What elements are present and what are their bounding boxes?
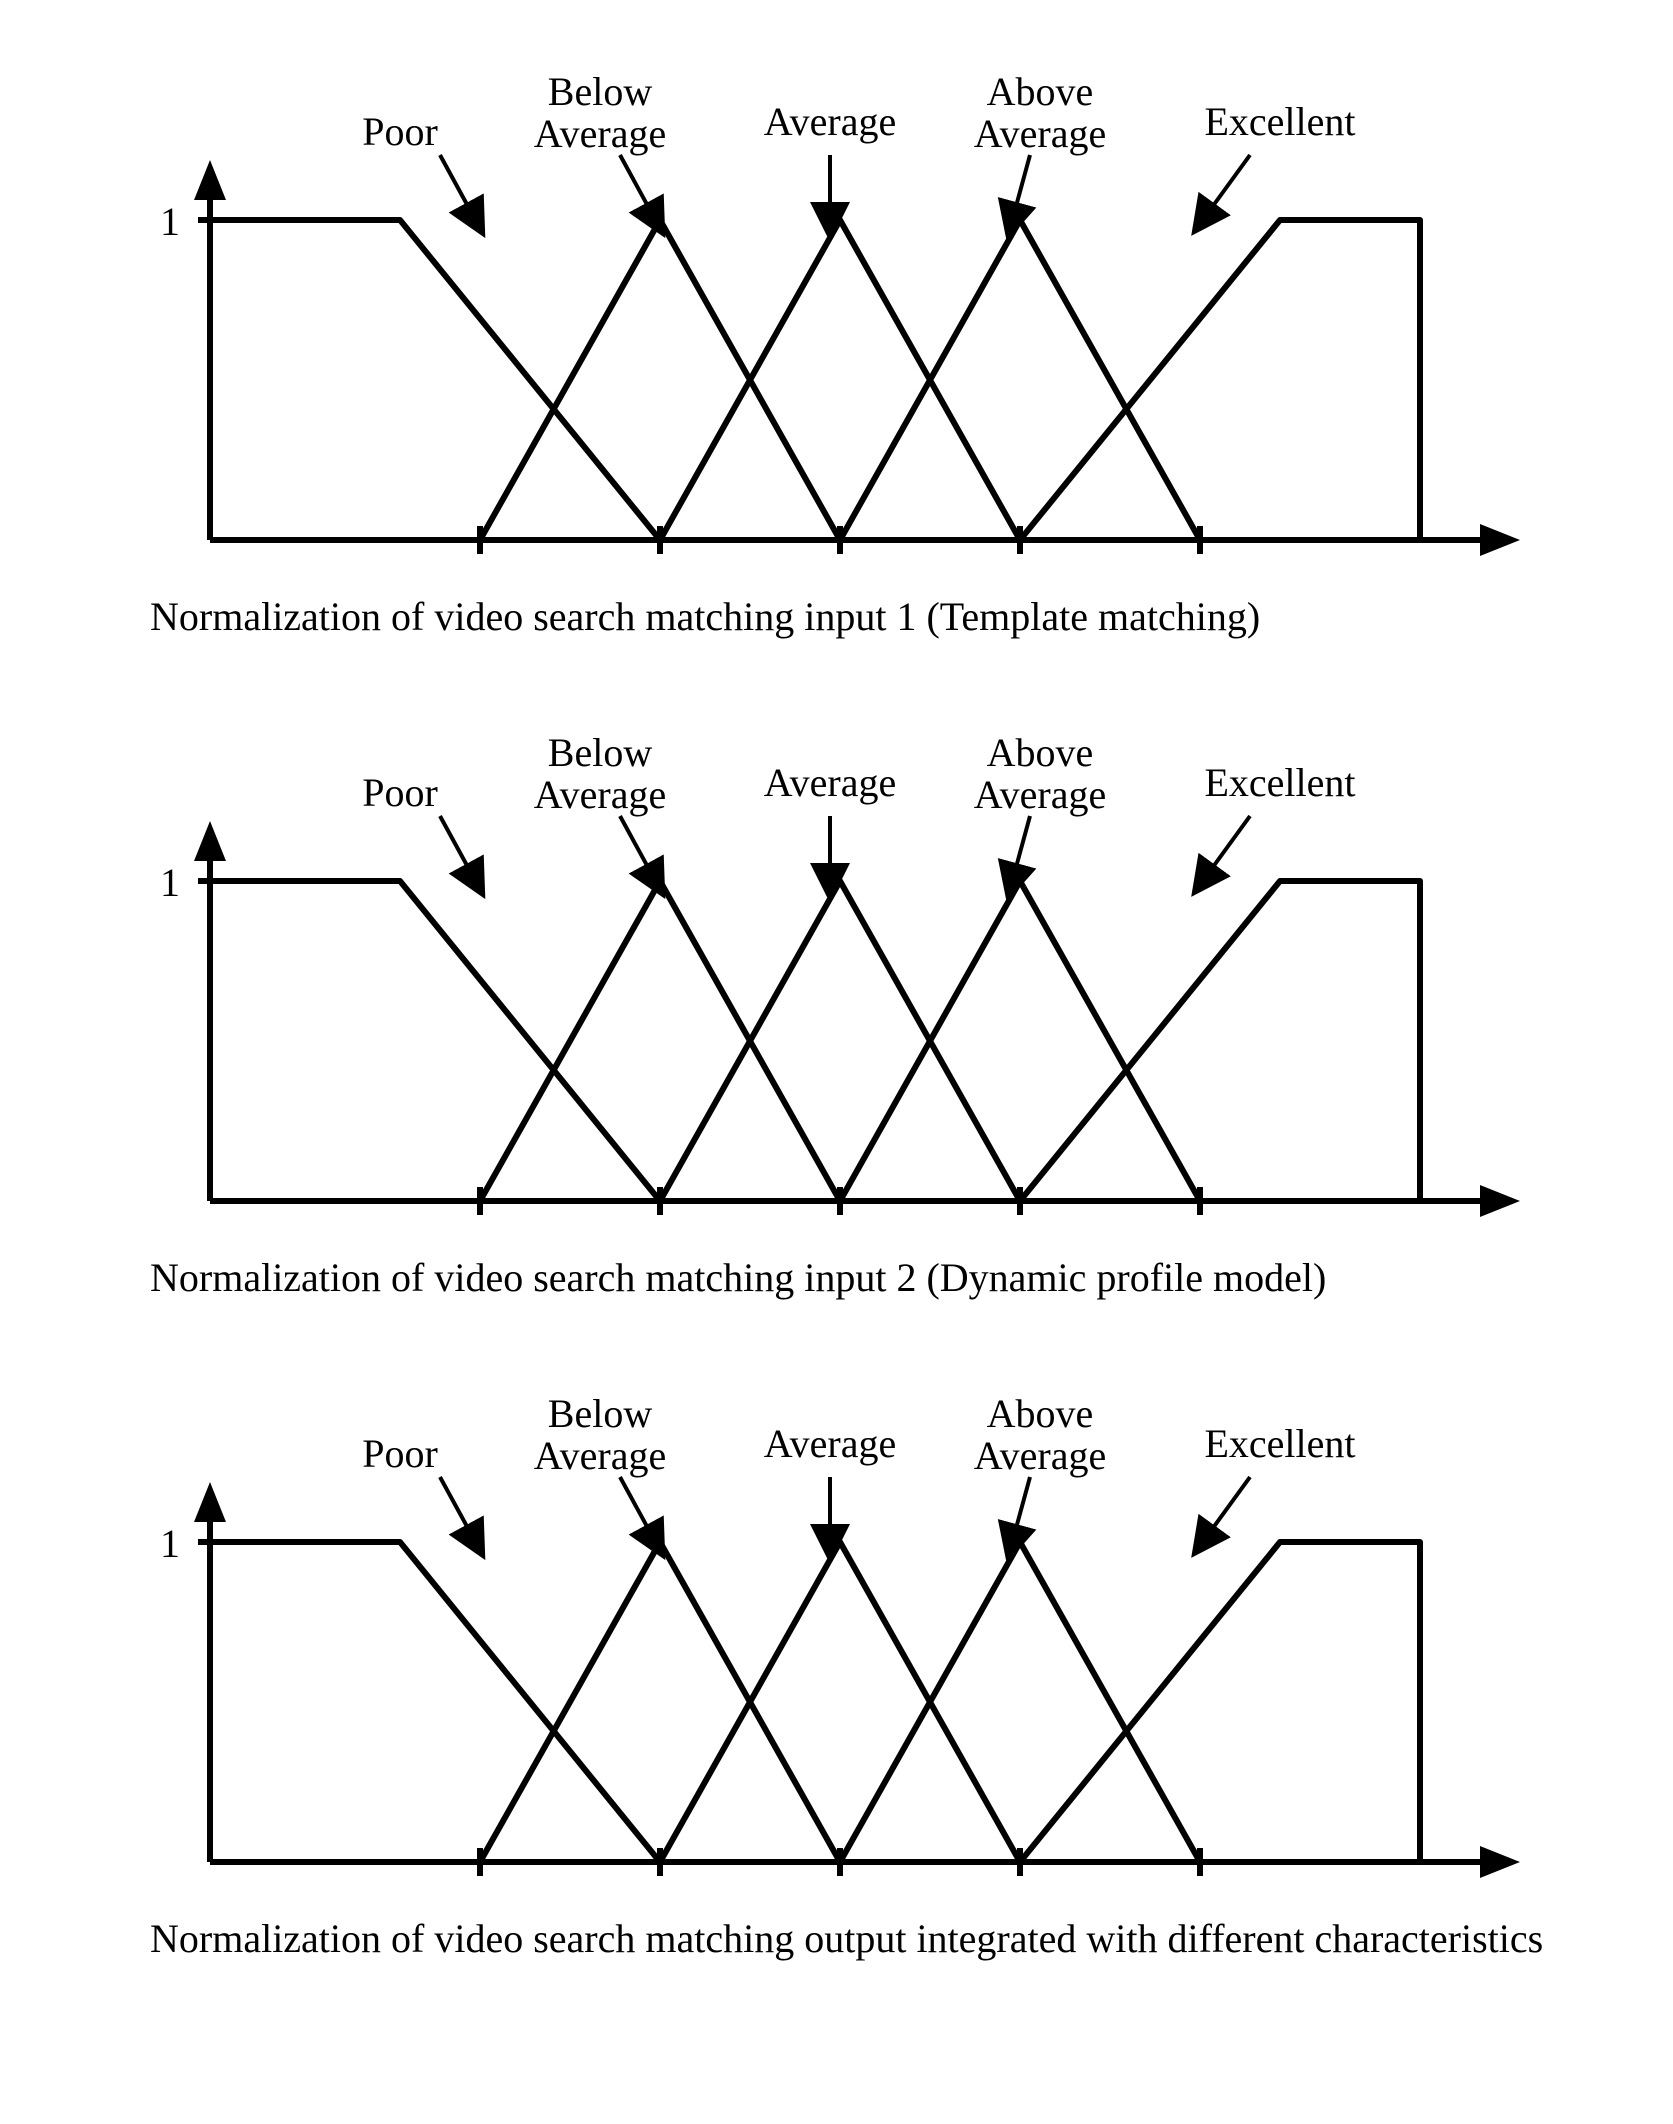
svg-text:Excellent: Excellent <box>1204 99 1355 144</box>
caption-input-1: Normalization of video search matching i… <box>40 593 1633 641</box>
svg-text:Average: Average <box>534 1433 667 1478</box>
svg-text:Above: Above <box>987 1391 1094 1436</box>
svg-text:Average: Average <box>974 772 1107 817</box>
chart-input-1: 1PoorBelowAverageAverageAboveAverageExce… <box>40 40 1540 580</box>
panel-input-1: 1PoorBelowAverageAverageAboveAverageExce… <box>40 40 1633 641</box>
panel-output: 1PoorBelowAverageAverageAboveAverageExce… <box>40 1362 1633 1963</box>
svg-text:1: 1 <box>160 860 180 905</box>
svg-text:Below: Below <box>548 69 653 114</box>
svg-text:Average: Average <box>974 1433 1107 1478</box>
svg-text:Average: Average <box>764 1421 897 1466</box>
svg-text:Poor: Poor <box>362 109 438 154</box>
svg-text:Above: Above <box>987 730 1094 775</box>
svg-text:Excellent: Excellent <box>1204 760 1355 805</box>
svg-text:Average: Average <box>764 99 897 144</box>
svg-text:Above: Above <box>987 69 1094 114</box>
svg-text:Excellent: Excellent <box>1204 1421 1355 1466</box>
svg-text:Below: Below <box>548 730 653 775</box>
panel-input-2: 1PoorBelowAverageAverageAboveAverageExce… <box>40 701 1633 1302</box>
svg-text:Poor: Poor <box>362 1431 438 1476</box>
chart-output: 1PoorBelowAverageAverageAboveAverageExce… <box>40 1362 1540 1902</box>
svg-text:1: 1 <box>160 1521 180 1566</box>
svg-text:Average: Average <box>534 772 667 817</box>
chart-input-2: 1PoorBelowAverageAverageAboveAverageExce… <box>40 701 1540 1241</box>
fuzzy-membership-figure: 1PoorBelowAverageAverageAboveAverageExce… <box>40 40 1633 1963</box>
svg-text:1: 1 <box>160 199 180 244</box>
svg-text:Average: Average <box>974 111 1107 156</box>
caption-output: Normalization of video search matching o… <box>40 1915 1633 1963</box>
svg-text:Poor: Poor <box>362 770 438 815</box>
svg-text:Average: Average <box>534 111 667 156</box>
svg-text:Below: Below <box>548 1391 653 1436</box>
caption-input-2: Normalization of video search matching i… <box>40 1254 1633 1302</box>
svg-text:Average: Average <box>764 760 897 805</box>
